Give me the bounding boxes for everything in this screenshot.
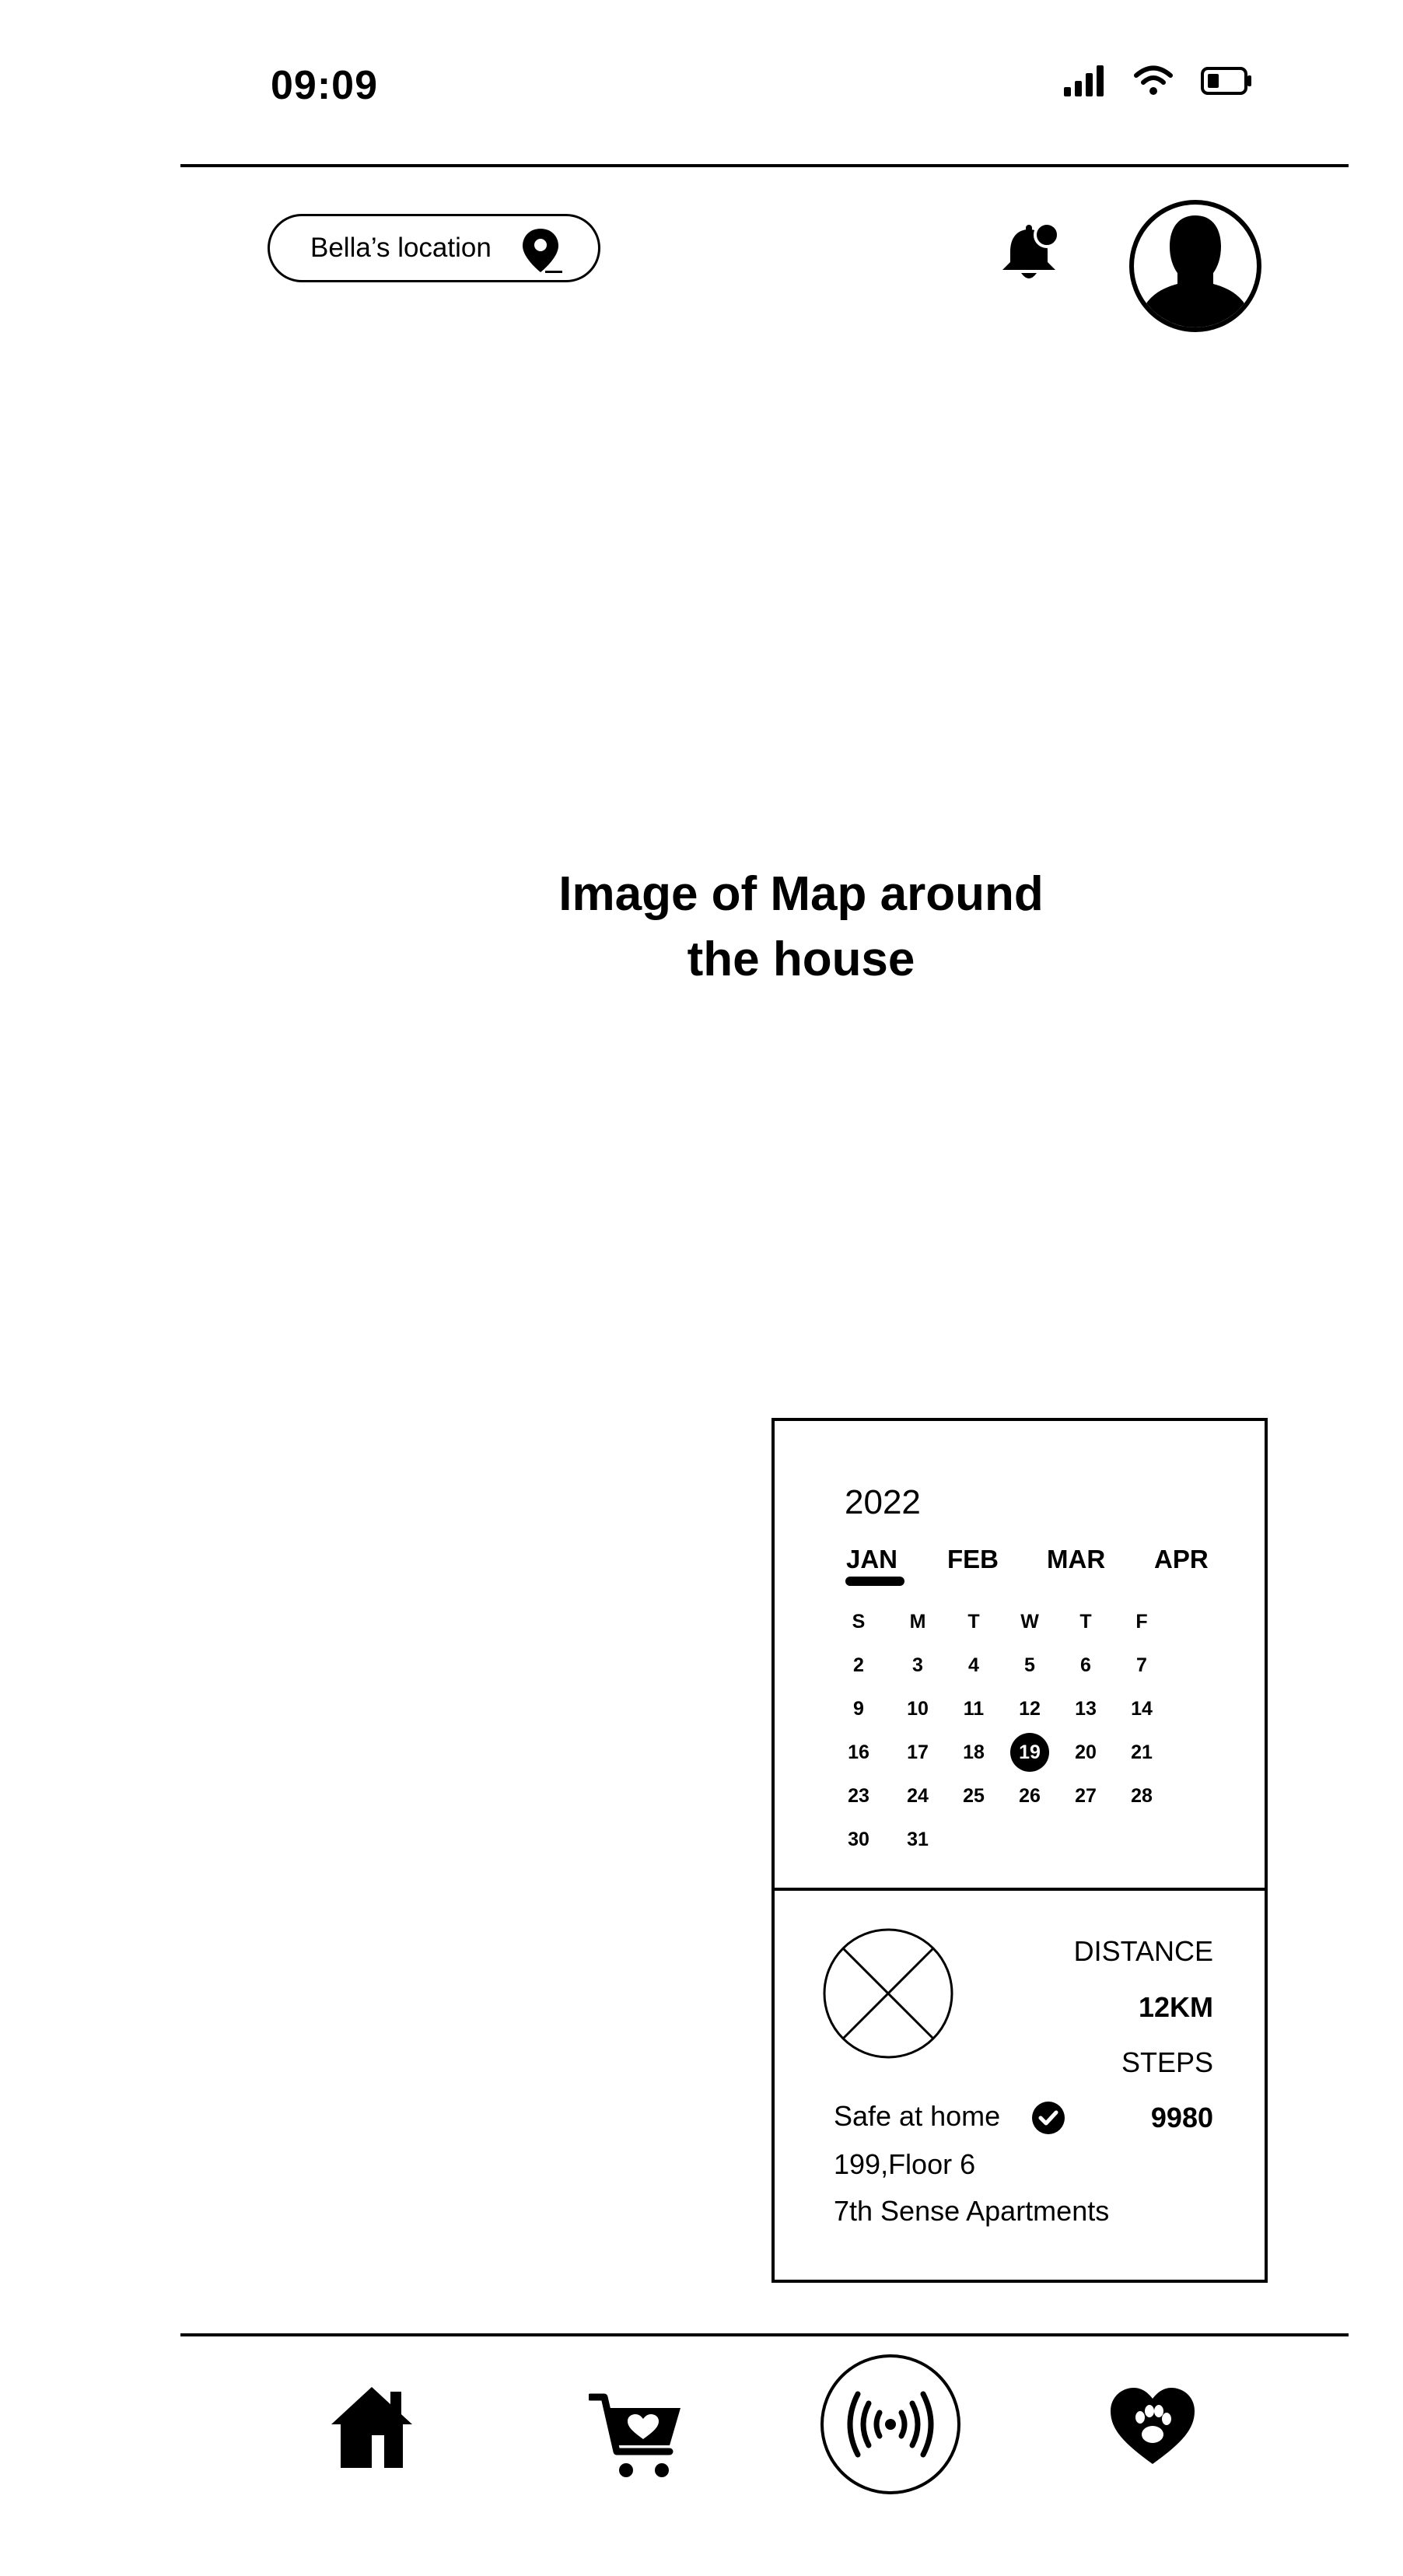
- calendar-day[interactable]: 20: [1075, 1741, 1097, 1763]
- status-divider: [180, 164, 1349, 167]
- calendar-day[interactable]: 27: [1075, 1785, 1097, 1807]
- weekday-header: W: [1020, 1611, 1039, 1633]
- pet-heart-icon: [1111, 2388, 1195, 2464]
- weekday-header: M: [909, 1611, 926, 1633]
- home-icon: [331, 2387, 412, 2468]
- distance-label: DISTANCE: [1073, 1935, 1213, 1967]
- calendar-year: 2022: [845, 1483, 921, 1521]
- month-tab-jan[interactable]: JAN: [846, 1545, 898, 1573]
- nav-home-button[interactable]: [324, 2382, 420, 2473]
- profile-avatar[interactable]: [1129, 200, 1261, 332]
- month-tab-apr[interactable]: APR: [1154, 1545, 1209, 1573]
- notification-bell-icon[interactable]: [998, 222, 1063, 284]
- selected-month-indicator: [845, 1577, 904, 1586]
- wifi-icon: [1134, 65, 1173, 95]
- calendar-day[interactable]: 9: [853, 1698, 864, 1720]
- calendar-day-selected[interactable]: 19: [1010, 1733, 1049, 1772]
- calendar-day[interactable]: 31: [907, 1829, 929, 1850]
- safety-status: Safe at home: [834, 2100, 1001, 2132]
- calendar-day[interactable]: 21: [1131, 1741, 1153, 1763]
- live-tracking-icon: [847, 2391, 934, 2458]
- calendar-day[interactable]: 18: [963, 1741, 985, 1763]
- address-line-2: 7th Sense Apartments: [834, 2195, 1110, 2227]
- steps-label: STEPS: [1121, 2046, 1213, 2078]
- calendar-day[interactable]: 6: [1080, 1654, 1091, 1676]
- calendar-day[interactable]: 7: [1136, 1654, 1147, 1676]
- calendar-day[interactable]: 10: [907, 1698, 929, 1720]
- calendar-day[interactable]: 30: [848, 1829, 869, 1850]
- status-icons: [1064, 65, 1252, 96]
- nav-live-tracking-button[interactable]: [820, 2354, 960, 2494]
- map-placeholder-caption: Image of Map around the house: [506, 862, 1097, 992]
- month-tab-feb[interactable]: FEB: [947, 1545, 999, 1573]
- nav-pet-button[interactable]: [1106, 2383, 1199, 2470]
- check-circle-icon: [1032, 2102, 1065, 2134]
- location-label: Bella’s location: [310, 233, 492, 263]
- profile-avatar-icon: [1137, 215, 1254, 327]
- calendar-day[interactable]: 14: [1131, 1698, 1153, 1720]
- image-placeholder-icon: [823, 1928, 953, 2059]
- calendar-day[interactable]: 4: [968, 1654, 979, 1676]
- month-tab-mar[interactable]: MAR: [1047, 1545, 1106, 1573]
- calendar-day[interactable]: 13: [1075, 1698, 1097, 1720]
- calendar-day[interactable]: 11: [963, 1698, 985, 1720]
- weekday-header: S: [852, 1611, 866, 1633]
- map-caption-line-1: Image of Map around: [558, 867, 1044, 921]
- calendar-day[interactable]: 23: [848, 1785, 869, 1807]
- calendar-card: 2022 JAN FEB MAR APR S M T W T F 2 3 4 5…: [771, 1418, 1268, 1888]
- activity-card: DISTANCE 12KM STEPS 9980 Safe at home 19…: [771, 1888, 1268, 2283]
- cart-heart-icon: [589, 2393, 681, 2477]
- location-button[interactable]: Bella’s location: [268, 214, 600, 282]
- map-caption-line-2: the house: [687, 933, 915, 986]
- status-time: 09:09: [271, 63, 378, 108]
- calendar-day[interactable]: 12: [1019, 1698, 1041, 1720]
- calendar-day[interactable]: 3: [912, 1654, 923, 1676]
- address-line-1: 199,Floor 6: [834, 2148, 976, 2180]
- calendar-day[interactable]: 5: [1024, 1654, 1035, 1676]
- weekday-header: F: [1135, 1611, 1148, 1633]
- signal-icon: [1064, 65, 1104, 96]
- steps-value: 9980: [1150, 2102, 1213, 2133]
- calendar-day[interactable]: 17: [907, 1741, 929, 1763]
- map-pin-icon: [523, 229, 562, 273]
- bottom-nav-divider: [180, 2333, 1349, 2336]
- weekday-header: T: [1079, 1611, 1092, 1633]
- calendar-day[interactable]: 16: [848, 1741, 869, 1763]
- calendar-day[interactable]: 26: [1019, 1785, 1041, 1807]
- calendar-day[interactable]: 24: [907, 1785, 929, 1807]
- weekday-header: T: [967, 1611, 980, 1633]
- calendar-day[interactable]: 28: [1131, 1785, 1153, 1807]
- battery-icon: [1201, 67, 1251, 95]
- distance-value: 12KM: [1138, 1991, 1213, 2023]
- nav-shop-button[interactable]: [588, 2391, 684, 2481]
- calendar-day[interactable]: 25: [963, 1785, 985, 1807]
- calendar-day[interactable]: 2: [853, 1654, 864, 1676]
